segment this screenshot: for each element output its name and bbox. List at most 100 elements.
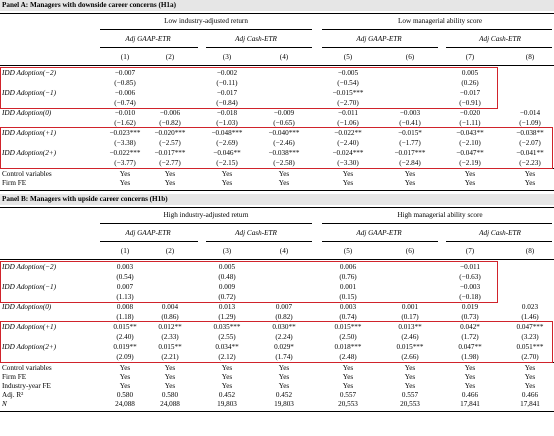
panelB-col-number: (1) (120, 247, 130, 255)
panelB-subheader-1: Adj GAAP-ETR (125, 229, 171, 237)
row-label: IDD Adoption(−1) (2, 283, 57, 291)
panelB-subheader-3: Adj GAAP-ETR (356, 229, 402, 237)
stat-cell: 19,803 (274, 400, 294, 408)
stat-cell: Yes (464, 382, 476, 390)
coef-cell: 0.005 (218, 263, 236, 271)
coef-cell: 0.034** (215, 343, 239, 351)
stat-cell: Yes (464, 373, 476, 381)
tstat-cell: (−3.38) (114, 139, 136, 147)
stat-label: N (2, 400, 7, 408)
stat-cell: Yes (404, 179, 416, 187)
coef-cell: 0.029* (274, 343, 294, 351)
panelB-title-bar (0, 194, 554, 205)
coef-cell: 0.007 (275, 303, 293, 311)
coef-cell: 0.015*** (396, 343, 424, 351)
panelA-pretrend-highlight (0, 67, 498, 109)
tstat-cell: (0.73) (461, 313, 479, 321)
tstat-cell: (−2.07) (519, 139, 541, 147)
stat-cell: Yes (164, 179, 176, 187)
stat-cell: Yes (164, 382, 176, 390)
coef-cell: −0.020 (459, 109, 481, 117)
coef-cell: −0.040*** (268, 129, 300, 137)
coef-cell: 0.013** (398, 323, 422, 331)
panelA-post-adoption-highlight (0, 127, 553, 169)
panelB-pretrend-highlight (0, 261, 498, 303)
tstat-cell: (1.46) (521, 313, 539, 321)
stat-cell: Yes (524, 170, 536, 178)
coef-cell: 0.003 (339, 303, 357, 311)
tstat-cell: (2.55) (218, 333, 236, 341)
stat-label: Firm FE (2, 373, 27, 381)
panelA-subheader-2: Adj Cash-ETR (235, 35, 277, 43)
tstat-cell: (0.86) (161, 313, 179, 321)
panelA-col-number: (3) (222, 53, 232, 61)
coef-cell: −0.046** (213, 149, 241, 157)
stat-cell: Yes (464, 170, 476, 178)
stat-cell: Yes (342, 179, 354, 187)
tstat-cell: (−2.58) (273, 159, 295, 167)
stat-cell: Yes (278, 373, 290, 381)
stat-cell: Yes (524, 364, 536, 372)
row-label: IDD Adoption(−2) (2, 263, 57, 271)
panelB-subheader-4: Adj Cash-ETR (479, 229, 521, 237)
stat-cell: Yes (464, 364, 476, 372)
stat-cell: Yes (119, 373, 131, 381)
stat-label: Firm FE (2, 179, 27, 187)
stat-cell: Yes (164, 170, 176, 178)
coef-cell: −0.017*** (394, 149, 426, 157)
coef-cell: −0.015*** (332, 89, 364, 97)
tstat-cell: (3.23) (521, 333, 539, 341)
panelA-group2-header: Low managerial ability score (397, 17, 483, 25)
panelB-col-number: (4) (279, 247, 289, 255)
tstat-cell: (−0.54) (337, 79, 359, 87)
tstat-cell: (0.17) (401, 313, 419, 321)
stat-cell: Yes (221, 364, 233, 372)
panelB-top-rule (0, 207, 554, 208)
coef-cell: 0.007 (116, 283, 134, 291)
tstat-cell: (2.21) (161, 353, 179, 361)
coef-cell: −0.047** (456, 149, 484, 157)
stat-cell: Yes (164, 364, 176, 372)
coef-cell: −0.003 (459, 283, 481, 291)
stat-cell: Yes (404, 364, 416, 372)
coef-cell: −0.009 (273, 109, 295, 117)
coef-cell: −0.017*** (154, 149, 186, 157)
stat-cell: 24,088 (160, 400, 180, 408)
stat-cell: Yes (221, 179, 233, 187)
panelA-col-number: (7) (465, 53, 475, 61)
stat-cell: 0.452 (275, 391, 293, 399)
coef-cell: −0.020*** (154, 129, 186, 137)
stat-label: Control variables (2, 170, 52, 178)
stat-cell: 0.580 (161, 391, 179, 399)
stat-cell: Yes (342, 364, 354, 372)
coef-cell: 0.003 (116, 263, 134, 271)
stat-cell: Yes (524, 179, 536, 187)
coef-cell: 0.006 (339, 263, 357, 271)
coef-cell: −0.006 (114, 89, 136, 97)
panelB-sub3-rule (322, 241, 438, 242)
tstat-cell: (2.24) (275, 333, 293, 341)
stat-cell: 0.466 (461, 391, 479, 399)
panelA-col-number: (8) (525, 53, 535, 61)
panelB-subheader-2: Adj Cash-ETR (235, 229, 277, 237)
tstat-cell: (−2.10) (459, 139, 481, 147)
stat-cell: Yes (278, 382, 290, 390)
row-label: IDD Adoption(0) (2, 303, 52, 311)
panelA-sub4-rule (446, 47, 552, 48)
stat-cell: 24,088 (115, 400, 135, 408)
row-label: IDD Adoption(+1) (2, 129, 57, 137)
coef-cell: −0.011 (338, 109, 358, 117)
coef-cell: −0.002 (216, 69, 238, 77)
tstat-cell: (0.15) (339, 293, 357, 301)
row-label: IDD Adoption(−2) (2, 69, 57, 77)
panelB-col-number: (8) (525, 247, 535, 255)
panelA-col-number: (2) (165, 53, 175, 61)
panelB-col-number: (2) (165, 247, 175, 255)
panelB-group1-header: High industry-adjusted return (163, 211, 249, 219)
stat-cell: Yes (119, 382, 131, 390)
tstat-cell: (2.66) (401, 353, 419, 361)
panelA-subheader-1: Adj GAAP-ETR (125, 35, 171, 43)
stat-cell: Yes (164, 373, 176, 381)
tstat-cell: (−0.91) (459, 99, 481, 107)
tstat-cell: (2.40) (116, 333, 134, 341)
